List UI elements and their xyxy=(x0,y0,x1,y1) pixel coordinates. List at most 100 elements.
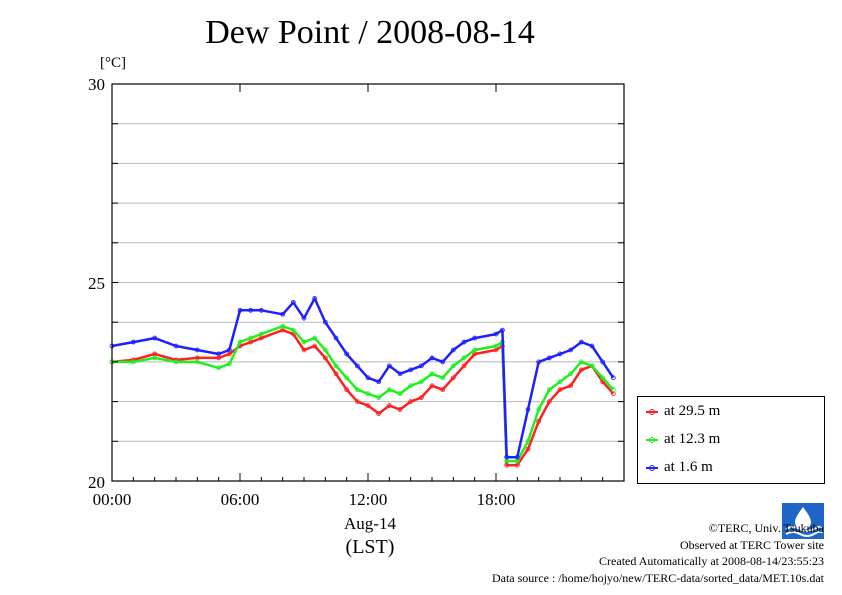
data-point xyxy=(397,371,403,377)
data-point xyxy=(376,379,382,385)
series-1 xyxy=(109,323,616,464)
data-point xyxy=(568,383,574,389)
data-point xyxy=(525,438,531,444)
data-point xyxy=(312,343,318,349)
x-tick-label: 12:00 xyxy=(348,490,388,509)
data-point xyxy=(280,311,286,317)
data-point xyxy=(408,383,414,389)
data-point xyxy=(578,367,584,373)
data-point xyxy=(280,323,286,329)
data-point xyxy=(333,363,339,369)
copyright-text: ©TERC, Univ. Tsukuba xyxy=(708,521,824,535)
data-point xyxy=(546,387,552,393)
data-point xyxy=(557,351,563,357)
data-point xyxy=(450,363,456,369)
legend-swatch-blue xyxy=(646,464,658,471)
data-point xyxy=(322,347,328,353)
data-point xyxy=(322,319,328,325)
observed-text: Observed at TERC Tower site xyxy=(679,537,824,552)
legend-swatch-red xyxy=(646,408,658,415)
data-point xyxy=(514,454,520,460)
data-point xyxy=(557,379,563,385)
data-point xyxy=(600,359,606,365)
data-point xyxy=(226,361,232,367)
legend-label: at 1.6 m xyxy=(664,459,713,475)
data-point xyxy=(557,387,563,393)
data-point xyxy=(536,359,542,365)
terc-logo-icon xyxy=(782,503,824,539)
y-tick-label: 20 xyxy=(88,473,105,492)
data-point xyxy=(525,446,531,452)
data-point xyxy=(173,359,179,365)
legend-item: at 1.6 m xyxy=(646,459,713,476)
data-point xyxy=(589,363,595,369)
x-tick-label: 06:00 xyxy=(220,490,260,509)
data-point xyxy=(365,391,371,397)
data-point xyxy=(536,407,542,412)
credits-block: ©TERC, Univ. Tsukuba Observed at TERC To… xyxy=(492,520,824,586)
legend-swatch-green xyxy=(646,436,658,443)
data-point xyxy=(472,335,478,341)
data-point xyxy=(365,375,371,381)
data-point xyxy=(546,355,552,361)
data-point xyxy=(397,391,403,397)
data-point xyxy=(397,407,403,412)
axis-ticks xyxy=(111,83,625,482)
data-point xyxy=(472,347,478,353)
data-point xyxy=(578,359,584,365)
data-point xyxy=(493,331,499,337)
data-point xyxy=(301,315,307,321)
data-point xyxy=(536,419,542,424)
data-point xyxy=(354,399,360,405)
created-text: Created Automatically at 2008-08-14/23:5… xyxy=(599,554,824,568)
series-layer xyxy=(109,295,616,468)
data-point xyxy=(589,343,595,349)
data-point xyxy=(418,379,424,385)
data-point xyxy=(418,363,424,369)
data-point xyxy=(237,307,243,313)
legend-item: at 12.3 m xyxy=(646,431,720,448)
legend: at 29.5 m at 12.3 m at 1.6 m xyxy=(637,396,825,484)
data-point xyxy=(418,395,424,401)
chart-title: Dew Point / 2008-08-14 xyxy=(205,14,535,51)
data-point xyxy=(194,359,200,365)
data-point xyxy=(429,355,435,361)
data-point xyxy=(440,359,446,365)
data-point xyxy=(376,395,382,401)
data-point xyxy=(248,335,254,341)
legend-label: at 29.5 m xyxy=(664,403,721,419)
data-point xyxy=(290,299,296,305)
x-tick-label: 18:00 xyxy=(476,490,516,509)
data-point xyxy=(344,375,350,381)
source-text: Data source : /home/hojyo/new/TERC-data/… xyxy=(491,570,824,585)
data-point xyxy=(216,351,222,357)
data-point xyxy=(408,367,414,373)
legend-label: at 12.3 m xyxy=(664,431,721,447)
data-point xyxy=(226,347,232,353)
data-point xyxy=(333,335,339,341)
data-point xyxy=(248,307,254,313)
data-point xyxy=(194,347,200,353)
data-point xyxy=(429,383,435,389)
data-point xyxy=(600,375,606,381)
data-point xyxy=(237,339,243,345)
data-point xyxy=(301,339,307,345)
data-point xyxy=(386,363,392,369)
series-line xyxy=(112,324,615,463)
data-point xyxy=(568,347,574,353)
data-point xyxy=(312,335,318,341)
data-point xyxy=(333,371,339,377)
data-point xyxy=(461,363,467,369)
data-point xyxy=(258,307,264,313)
data-point xyxy=(461,355,467,361)
data-point xyxy=(152,355,158,361)
data-point xyxy=(546,399,552,405)
data-point xyxy=(152,335,158,341)
y-axis-unit: [°C] xyxy=(100,55,126,71)
data-point xyxy=(365,403,371,408)
data-point xyxy=(440,387,446,393)
data-point xyxy=(493,343,499,349)
data-point xyxy=(386,387,392,393)
y-tick-label: 30 xyxy=(88,75,105,94)
